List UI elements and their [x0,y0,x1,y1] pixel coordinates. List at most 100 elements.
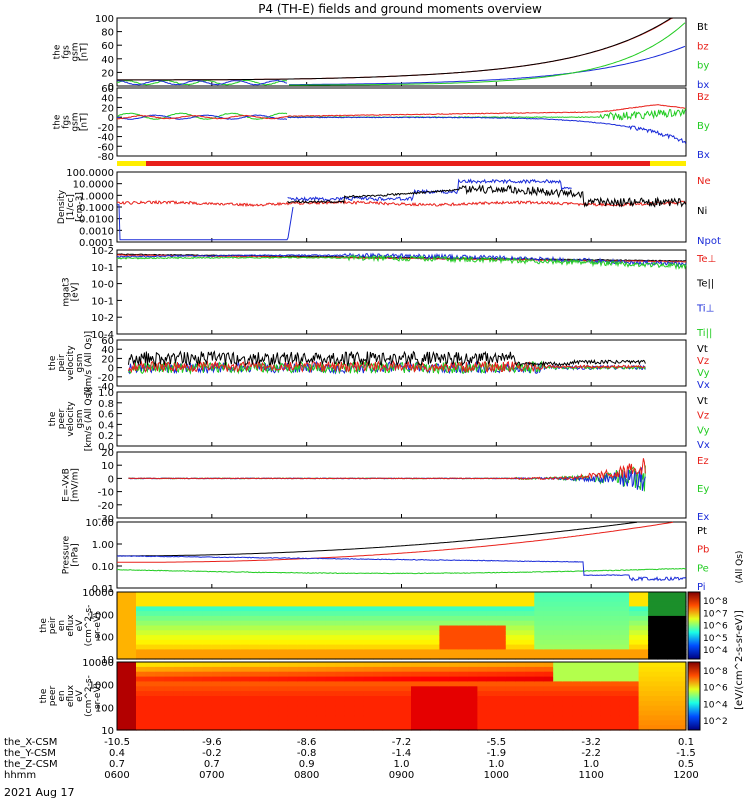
spectrogram-cell [325,620,336,627]
spectrogram-cell [676,611,687,617]
spectrogram-cell [154,666,165,673]
spectrogram-cell [591,705,602,712]
spectrogram-cell [458,662,469,668]
spectrogram-cell [553,625,564,631]
spectrogram-cell [543,644,554,650]
spectrogram-cell [439,644,450,650]
spectrogram-cell [211,700,222,707]
spectrogram-cell [392,601,403,607]
spectrogram-cell [401,715,412,721]
spectrogram-cell [591,606,602,612]
spectrogram-cell [335,630,346,636]
spectrogram-cell [448,671,459,678]
spectrogram-cell [392,611,403,617]
spectrogram-cell [534,620,545,627]
y-tick-label: 10 [101,655,114,666]
spectrogram-cell [486,635,497,641]
spectrogram-cell [429,686,440,692]
spectrogram-cell [486,666,497,673]
spectrogram-cell [477,615,488,622]
spectrogram-cell [154,705,165,712]
spectrogram-cell [638,700,649,707]
spectrogram-cell [667,710,678,717]
spectrogram-cell [249,720,260,726]
spectrogram-cell [382,635,393,641]
spectrogram-cell [600,649,611,655]
y-tick-label: 10-2 [91,313,114,324]
spectrogram-cell [136,691,147,697]
spectrogram-cell [458,720,469,726]
spectrogram-cell [249,662,260,668]
spectrogram-cell [496,596,507,603]
spectrogram-cell [429,666,440,673]
spectrogram-cell [259,725,270,731]
spectrogram-cell [145,666,156,673]
spectrogram-cell [543,615,554,622]
spectrogram-cell [392,715,403,721]
spectrogram-cell [316,611,327,617]
spectrogram-cell [173,676,184,683]
spectrogram-cell [411,601,422,607]
spectrogram-cell [534,720,545,726]
spectrogram-cell [268,725,279,731]
spectrogram-cell [249,671,260,678]
spectrogram-cell [524,705,535,712]
spectrogram-cell [297,639,308,646]
spectrogram-cell [562,671,573,678]
spectrogram-cell [373,606,384,612]
spectrogram-cell [429,639,440,646]
spectrogram-cell [676,666,687,673]
spectrogram-cell [325,644,336,650]
spectrogram-cell [401,611,412,617]
spectrogram-cell [629,606,640,612]
spectrogram-cell [619,592,630,598]
spectrogram-cell [392,671,403,678]
spectrogram-cell [600,686,611,692]
spectrogram-cell [411,715,422,721]
spectrogram-cell [325,710,336,717]
spectrogram-cell [363,635,374,641]
spectrogram-cell [306,725,317,731]
spectrogram-cell [648,615,659,622]
spectrogram-cell [268,720,279,726]
spectrogram-cell [562,705,573,712]
spectrogram-cell [259,639,270,646]
spectrogram-cell [363,696,374,702]
spectrogram-cell [515,725,526,731]
spectrogram-cell [420,606,431,612]
spectrogram-cell [553,649,564,655]
spectrogram-cell [325,639,336,646]
spectrogram-cell [458,686,469,692]
spectrogram-cell [448,700,459,707]
spectrogram-cell [192,691,203,697]
spectrogram-cell [477,686,488,692]
spectrogram-cell [657,720,668,726]
spectrogram-cell [667,615,678,622]
spectrogram-cell [287,649,298,655]
spectrogram-cell [117,686,128,692]
spectrogram-cell [524,649,535,655]
spectrogram-cell [145,635,156,641]
spectrogram-cell [648,710,659,717]
spectrogram-cell [249,644,260,650]
spectrogram-cell [543,611,554,617]
spectrogram-cell [173,654,184,660]
spectrogram-cell [610,649,621,655]
spectrogram-cell [420,635,431,641]
spectrogram-cell [458,606,469,612]
spectrogram-cell [306,644,317,650]
spectrogram-cell [534,662,545,668]
spectrogram-cell [411,666,422,673]
spectrogram-cell [467,592,478,598]
spectrogram-cell [467,662,478,668]
spectrogram-cell [543,625,554,631]
spectrogram-cell [477,625,488,631]
spectrogram-cell [534,696,545,702]
spectrogram-cell [221,611,232,617]
x-axis-value: -0.8 [297,748,317,759]
spectrogram-cell [401,635,412,641]
spectrogram-cell [429,700,440,707]
spectrogram-cell [429,596,440,603]
spectrogram-cell [240,620,251,627]
spectrogram-cell [136,620,147,627]
